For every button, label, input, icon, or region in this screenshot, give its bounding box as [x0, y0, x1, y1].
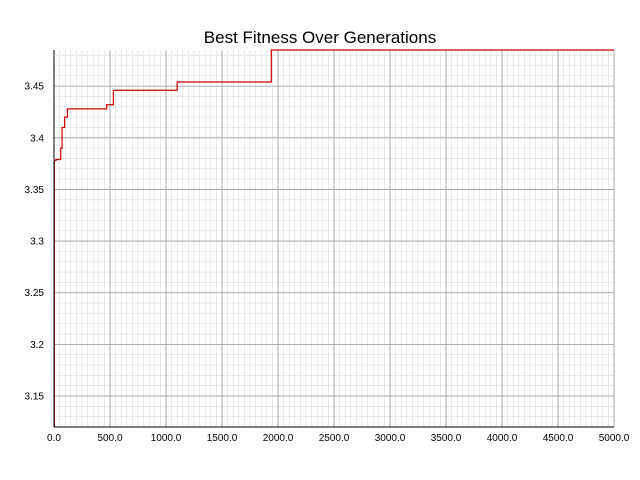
x-tick-label: 5000.0	[599, 433, 630, 444]
chart-title: Best Fitness Over Generations	[204, 28, 436, 47]
x-tick-label: 1500.0	[207, 433, 238, 444]
x-tick-label: 4000.0	[487, 433, 518, 444]
y-tick-label: 3.2	[30, 340, 44, 351]
y-tick-label: 3.4	[30, 133, 44, 144]
axes	[53, 50, 614, 428]
y-tick-label: 3.15	[25, 392, 45, 403]
x-tick-label: 500.0	[97, 433, 122, 444]
x-tick-label: 1000.0	[151, 433, 182, 444]
y-tick-label: 3.45	[25, 82, 45, 93]
x-tick-label: 2000.0	[263, 433, 294, 444]
x-tick-label: 0.0	[47, 433, 61, 444]
x-tick-label: 3000.0	[375, 433, 406, 444]
x-tick-label: 2500.0	[319, 433, 350, 444]
x-tick-label: 4500.0	[543, 433, 574, 444]
y-tick-label: 3.35	[25, 185, 45, 196]
y-tick-label: 3.25	[25, 288, 45, 299]
series-line	[53, 49, 614, 428]
series-layer	[53, 49, 614, 428]
y-tick-labels: 3.15 3.2 3.25 3.3 3.35 3.4 3.45	[25, 82, 45, 403]
x-tick-labels: 0.0 500.0 1000.0 1500.0 2000.0 2500.0 3000.0 35…	[47, 433, 630, 444]
y-tick-label: 3.3	[30, 237, 44, 248]
x-tick-label: 3500.0	[431, 433, 462, 444]
